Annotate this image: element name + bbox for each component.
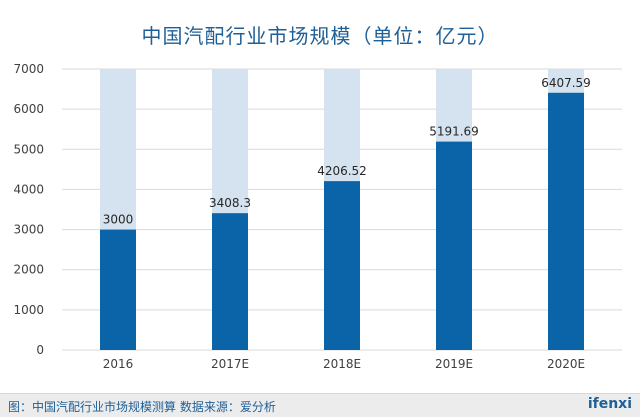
y-tick-label: 3000 [13, 223, 44, 237]
chart-title: 中国汽配行业市场规模（单位：亿元） [141, 24, 499, 48]
bar [100, 229, 136, 350]
brand-logo: ifenxi [587, 396, 632, 412]
footer-bar: 图：中国汽配行业市场规模测算 数据来源：爱分析 ifenxi [0, 393, 640, 417]
bar [212, 213, 248, 350]
x-tick-label: 2019E [435, 357, 473, 371]
bar [548, 92, 584, 350]
y-axis-ticks: 0 1000 2000 3000 4000 5000 6000 7000 [13, 62, 44, 357]
data-label: 3000 [103, 213, 134, 227]
data-label: 6407.59 [541, 76, 591, 90]
x-tick-label: 2020E [547, 357, 585, 371]
data-label: 5191.69 [429, 125, 479, 139]
y-tick-label: 2000 [13, 263, 44, 277]
x-tick-label: 2016 [103, 357, 134, 371]
x-tick-label: 2017E [211, 357, 249, 371]
y-tick-label: 4000 [13, 182, 44, 196]
data-label: 4206.52 [317, 164, 367, 178]
y-tick-label: 5000 [13, 142, 44, 156]
data-labels: 3000 3408.3 4206.52 5191.69 6407.59 [103, 76, 591, 227]
y-tick-label: 7000 [13, 62, 44, 76]
x-axis-ticks: 2016 2017E 2018E 2019E 2020E [103, 357, 585, 371]
x-tick-label: 2018E [323, 357, 361, 371]
y-tick-label: 0 [36, 343, 44, 357]
y-tick-label: 1000 [13, 303, 44, 317]
bar [436, 141, 472, 350]
data-label: 3408.3 [209, 196, 251, 210]
y-tick-label: 6000 [13, 102, 44, 116]
bar [324, 181, 360, 350]
data-bars [100, 92, 584, 350]
footer-caption: 图：中国汽配行业市场规模测算 数据来源：爱分析 [8, 400, 276, 414]
